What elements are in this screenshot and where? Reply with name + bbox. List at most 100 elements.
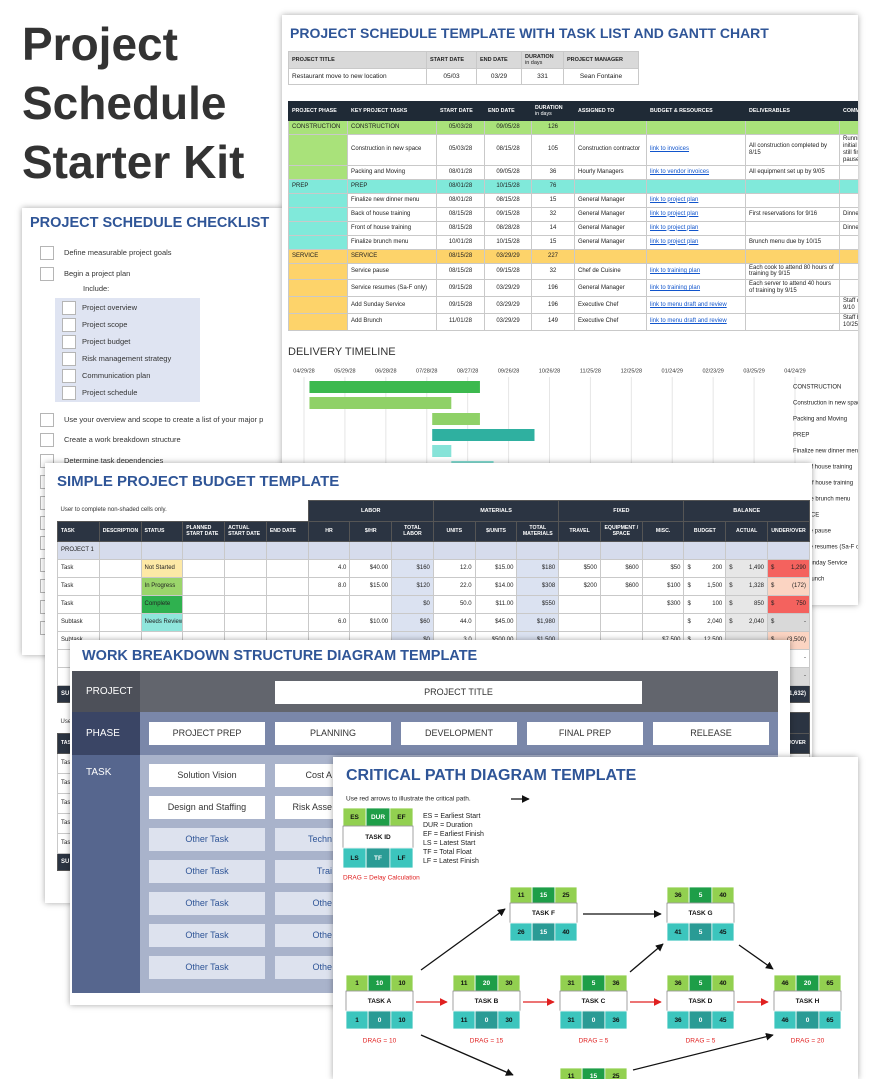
gantt-label: Service pause xyxy=(793,529,832,535)
node-value: EF xyxy=(397,814,405,821)
schedule-cell: All construction completed by 8/15 xyxy=(745,134,840,166)
schedule-cell xyxy=(288,279,348,298)
node-value: 31 xyxy=(567,1017,575,1024)
schedule-table: PROJECT PHASE KEY PROJECT TASKS START DATE… xyxy=(288,101,858,331)
budget-header: PLANNED START DATE xyxy=(182,521,226,542)
include-panel xyxy=(55,298,200,402)
node-value: 36 xyxy=(674,892,682,899)
schedule-cell: CONSTRUCTION xyxy=(347,120,437,135)
checkbox xyxy=(40,433,54,447)
budget-cell xyxy=(98,559,142,578)
node-value: 11 xyxy=(461,980,468,987)
summary-header: PROJECT MANAGER xyxy=(563,51,639,69)
budget-group: FIXED xyxy=(558,500,685,522)
node-value: 40 xyxy=(562,929,570,936)
drag-label: DRAG = 5 xyxy=(686,1038,716,1045)
node-value: 65 xyxy=(826,1017,834,1024)
task-row: Construction in new space 05/03/28 08/15/2… xyxy=(288,134,858,166)
budget-cell: $ 1,328 xyxy=(725,577,769,596)
schedule-cell xyxy=(745,312,840,331)
node-value: 25 xyxy=(612,1073,620,1079)
budget-cell: $1,980 xyxy=(516,613,560,632)
link-cell: link to project plan xyxy=(646,192,746,208)
budget-cell: Task xyxy=(57,595,100,614)
gantt-label: Packing and Moving xyxy=(793,417,847,423)
schedule-cell: Add Sunday Service xyxy=(347,296,437,314)
schedule-cell: 03/29/29 xyxy=(484,279,532,298)
project-cell xyxy=(725,541,769,560)
budget-header: END DATE xyxy=(265,521,309,542)
phase-box: FINAL PREP xyxy=(527,722,643,745)
node-cell xyxy=(389,847,414,869)
schedule-cell: Executive Chef xyxy=(574,296,647,314)
timeline-date: 07/28/28 xyxy=(416,368,437,374)
gantt-label: Back of house training xyxy=(793,465,852,471)
node-value: 26 xyxy=(517,929,525,936)
summary-table: PROJECT TITLE START DATE END DATE DURATION i… xyxy=(288,51,639,85)
budget-cell xyxy=(349,595,393,614)
budget-row: Task Complete $0 50.0 $11.00 $550 $300 $ 100 $ 8… xyxy=(57,595,810,614)
path-arrow xyxy=(420,908,506,971)
budget-group-row: User to complete non-shaded cells only. L… xyxy=(58,500,810,522)
schedule-cell xyxy=(839,120,858,135)
gantt-label: Construction in new space xyxy=(793,401,858,407)
timeline-title: DELIVERY TIMELINE xyxy=(288,346,396,358)
budget-cell: Task xyxy=(57,577,100,596)
phase-box: RELEASE xyxy=(653,722,769,745)
task-text: Techn xyxy=(307,834,332,844)
link-cell: link to project plan xyxy=(646,206,746,222)
budget-cell: Complete xyxy=(140,595,184,614)
summary-header: PROJECT TITLE xyxy=(288,51,427,69)
budget-header: TOTAL LABOR xyxy=(391,521,434,542)
node-value: 40 xyxy=(719,892,727,899)
schedule-cell: General Manager xyxy=(574,192,647,208)
checklist-item: Determine task dependencies xyxy=(64,456,164,465)
schedule-cell: 03/29/29 xyxy=(484,248,532,264)
checkbox xyxy=(40,413,54,427)
budget-header: DESCRIPTION xyxy=(98,521,142,542)
schedule-header-row: PROJECT PHASE KEY PROJECT TASKS START DATE… xyxy=(288,101,858,121)
node-value: ES xyxy=(350,814,359,821)
schedule-cell: PREP xyxy=(347,178,437,194)
drag-label: DRAG = 15 xyxy=(470,1038,504,1045)
schedule-cell: 08/15/28 xyxy=(436,206,485,222)
budget-header: UNITS xyxy=(432,521,476,542)
node-value: LF xyxy=(397,855,405,862)
budget-cell: $308 xyxy=(516,577,560,596)
schedule-cell xyxy=(745,178,840,194)
task-row: Service resumes (Sa-F only) 09/15/28 03/29… xyxy=(288,279,858,298)
schedule-cell xyxy=(745,192,840,208)
budget-note: User to complete non-shaded cells only. xyxy=(60,507,167,514)
schedule-cell xyxy=(839,279,858,298)
schedule-cell: Service resumes (Sa-F only) xyxy=(347,279,437,298)
summary-cell: 03/29 xyxy=(476,68,522,85)
kit-title: Starter Kit xyxy=(22,136,245,188)
schedule-cell: 196 xyxy=(531,296,575,314)
node-id: TASK F xyxy=(532,910,555,917)
schedule-cell: 105 xyxy=(531,134,575,166)
budget-cell: $11.00 xyxy=(474,595,518,614)
checklist-item: Project overview xyxy=(82,303,138,312)
phase-row: CONSTRUCTION CONSTRUCTION 05/03/28 09/05/28… xyxy=(288,120,858,135)
project-cell xyxy=(224,541,267,560)
schedule-cell: 36 xyxy=(531,164,575,180)
drag-label: DRAG = 20 xyxy=(791,1038,825,1045)
budget-cell xyxy=(599,595,643,614)
budget-cell: $60 xyxy=(391,613,434,632)
schedule-cell xyxy=(839,248,858,264)
checklist-item: Project schedule xyxy=(82,388,138,397)
budget-cell: $500 xyxy=(558,559,601,578)
definition: TF = Total Float xyxy=(423,849,472,856)
summary-header: DURATION in days xyxy=(521,51,564,69)
schedule-cell: General Manager xyxy=(574,279,647,298)
task-box: Solution Vision xyxy=(149,764,265,787)
checkbox xyxy=(40,246,54,260)
schedule-cell: PREP xyxy=(288,178,348,194)
schedule-cell: 08/01/28 xyxy=(436,164,485,180)
schedule-cell: 09/15/28 xyxy=(484,262,532,281)
link-cell: link to training plan xyxy=(646,262,746,281)
schedule-cell: 76 xyxy=(531,178,575,194)
gantt-label: Finalize brunch menu xyxy=(793,497,850,503)
task-row: Back of house training 08/15/28 09/15/28 32… xyxy=(288,206,858,222)
budget-cell xyxy=(224,595,267,614)
